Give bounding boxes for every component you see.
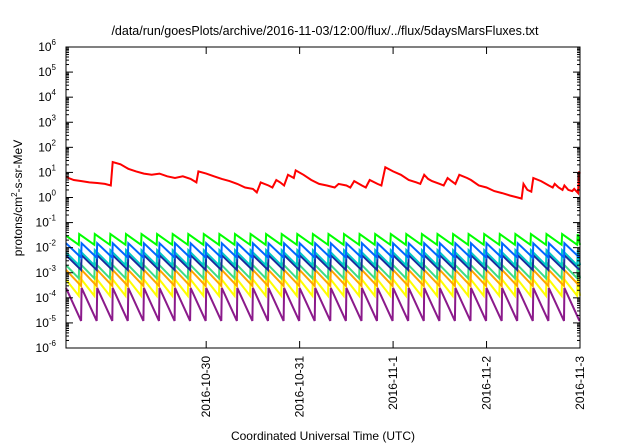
series-line-0	[65, 160, 581, 200]
y-tick-exponent: -1	[49, 214, 57, 223]
chart-title: /data/run/goesPlots/archive/2016-11-03/1…	[111, 24, 539, 38]
y-axis-label-exponent: 2	[10, 192, 19, 197]
y-tick-base: 10	[38, 115, 52, 129]
y-axis-ticks: 10-610-510-410-310-210-11001011021031041…	[36, 38, 580, 355]
x-tick-label: 2016-11-1	[386, 356, 400, 410]
y-tick-label: 10-1	[36, 214, 57, 230]
y-tick-exponent: -5	[49, 314, 57, 323]
y-tick-exponent: 1	[52, 163, 57, 172]
y-tick-label: 105	[38, 63, 56, 79]
y-tick-label: 104	[38, 88, 56, 104]
series-line-4	[65, 252, 581, 273]
x-axis-label: Coordinated Universal Time (UTC)	[231, 429, 415, 443]
y-tick-exponent: -2	[49, 239, 57, 248]
y-tick-exponent: 6	[52, 38, 57, 47]
y-axis-label-suffix: -s-sr-MeV	[11, 140, 25, 193]
y-tick-exponent: -6	[49, 339, 57, 348]
y-tick-label: 100	[38, 189, 56, 205]
x-tick-label: 2016-11-3	[573, 356, 587, 410]
y-tick-base: 10	[36, 291, 50, 305]
y-axis-label: protons/cm2-s-sr-MeV	[10, 140, 25, 256]
y-tick-exponent: 0	[52, 189, 57, 198]
y-tick-label: 10-3	[36, 264, 57, 280]
y-tick-label: 102	[38, 138, 56, 154]
y-tick-base: 10	[36, 266, 50, 280]
y-tick-base: 10	[38, 140, 52, 154]
y-tick-label: 10-6	[36, 339, 57, 355]
y-tick-label: 10-4	[36, 289, 57, 305]
x-tick-label: 2016-10-30	[199, 356, 213, 418]
y-tick-label: 10-5	[36, 314, 57, 330]
y-tick-base: 10	[38, 65, 52, 79]
y-tick-exponent: 2	[52, 138, 57, 147]
y-tick-base: 10	[38, 165, 52, 179]
series-line-1	[65, 232, 581, 247]
y-tick-exponent: 4	[52, 88, 57, 97]
y-tick-exponent: -4	[49, 289, 57, 298]
x-axis-ticks: 2016-10-30 2016-10-31 2016-11-1 2016-11-2 20…	[199, 47, 587, 417]
y-tick-base: 10	[36, 216, 50, 230]
series-line-8	[65, 287, 581, 322]
y-tick-base: 10	[38, 191, 52, 205]
x-tick-label: 2016-11-2	[480, 356, 494, 410]
y-tick-base: 10	[38, 90, 52, 104]
y-tick-label: 101	[38, 163, 56, 179]
y-tick-label: 103	[38, 113, 56, 129]
y-tick-base: 10	[36, 341, 50, 355]
y-tick-exponent: -3	[49, 264, 57, 273]
series-line-3	[65, 247, 581, 268]
y-tick-exponent: 3	[52, 113, 57, 122]
y-tick-label: 106	[38, 38, 56, 54]
y-tick-label: 10-2	[36, 239, 57, 255]
y-tick-base: 10	[36, 316, 50, 330]
y-tick-base: 10	[36, 241, 50, 255]
y-tick-exponent: 5	[52, 63, 57, 72]
series-line-6	[65, 267, 581, 289]
series-line-2	[65, 240, 581, 260]
y-axis-label-prefix: protons/cm	[11, 197, 25, 256]
y-tick-base: 10	[38, 40, 52, 54]
series-layer	[65, 160, 581, 322]
x-tick-label: 2016-10-31	[293, 356, 307, 418]
